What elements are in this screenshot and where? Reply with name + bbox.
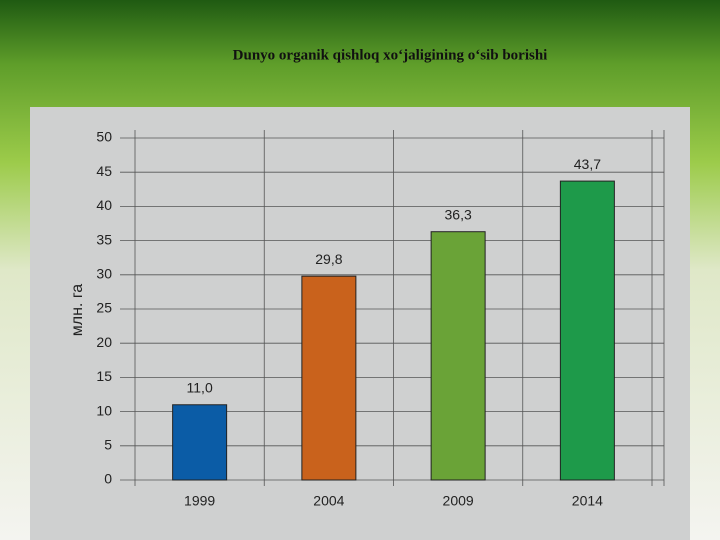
- x-tick-label: 2014: [572, 493, 603, 509]
- value-label: 29,8: [315, 251, 342, 267]
- value-label: 36,3: [445, 206, 472, 222]
- bar: [430, 231, 486, 481]
- y-axis-label: млн. га: [69, 284, 86, 337]
- y-tick-label: 40: [96, 197, 112, 213]
- chart-title: Dunyo organik qishloq xo‘jaligining o‘si…: [233, 47, 548, 63]
- y-tick-label: 30: [96, 266, 112, 282]
- x-tick-label: 1999: [184, 493, 215, 509]
- y-tick-label: 15: [96, 368, 112, 384]
- y-tick-label: 35: [96, 231, 112, 247]
- y-tick-label: 50: [96, 129, 112, 145]
- y-tick-label: 5: [104, 437, 112, 453]
- y-tick-label: 25: [96, 300, 112, 316]
- x-tick-label: 2004: [313, 493, 344, 509]
- x-tick-label: 2009: [443, 493, 474, 509]
- y-tick-label: 0: [104, 471, 112, 487]
- value-label: 11,0: [187, 379, 213, 395]
- bar: [559, 180, 615, 481]
- y-tick-label: 20: [96, 334, 112, 350]
- y-tick-label: 10: [96, 402, 112, 418]
- y-tick-label: 45: [96, 163, 112, 179]
- value-label: 43,7: [574, 156, 601, 172]
- bar: [301, 275, 357, 481]
- bar: [172, 404, 228, 481]
